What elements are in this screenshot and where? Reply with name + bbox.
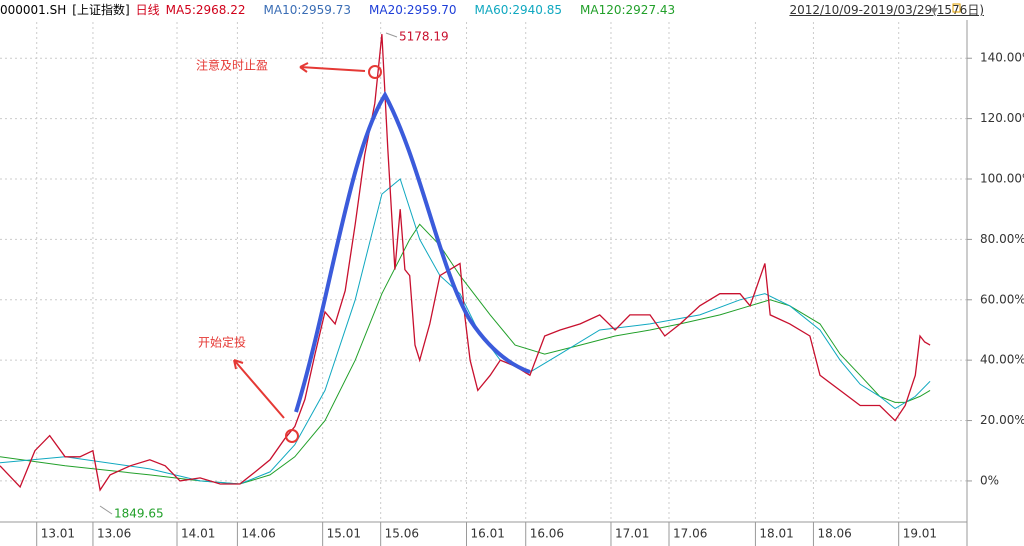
arrow <box>233 359 285 419</box>
x-axis-band <box>0 522 1024 546</box>
ma-label: MA5:2968.22 <box>165 3 246 17</box>
marker-circle <box>285 429 299 443</box>
y-tick-label: 60.00% <box>980 292 1024 306</box>
y-tick-label: 20.00% <box>980 413 1024 427</box>
ma-label: MA60:2940.85 <box>474 3 563 17</box>
x-tick-label: 18.01 <box>759 527 793 541</box>
series-line <box>0 178 931 485</box>
period[interactable]: 日线 <box>135 3 160 17</box>
y-tick-label: 140.00% <box>980 51 1024 65</box>
x-tick-label: 15.01 <box>327 527 361 541</box>
code: 000001.SH <box>0 3 67 17</box>
grid <box>0 22 967 522</box>
index-name: [上证指数] <box>72 3 130 17</box>
x-tick-label: 19.01 <box>903 527 937 541</box>
x-tick-label: 16.01 <box>471 527 505 541</box>
x-tick-label: 13.06 <box>97 527 131 541</box>
y-tick-label: 80.00% <box>980 232 1024 246</box>
annotation: 注意及时止盈 <box>196 58 268 73</box>
dropdown-icon[interactable] <box>930 8 938 14</box>
header: 000001.SH [上证指数] 日线 MA5:2968.22 MA10:2959.73… <box>0 0 1024 20</box>
x-tick-label: 17.01 <box>615 527 649 541</box>
trend-curve <box>294 91 531 413</box>
ma-label: MA120:2927.43 <box>580 3 676 17</box>
x-tick-label: 17.06 <box>673 527 707 541</box>
marker-circle <box>368 65 382 79</box>
date-range[interactable]: 2012/10/09-2019/03/29(1576日) <box>789 3 984 17</box>
x-tick-label: 13.01 <box>41 527 75 541</box>
x-tick-label: 14.01 <box>181 527 215 541</box>
arrow <box>299 62 366 73</box>
leader <box>385 32 398 38</box>
low-label: 1849.65 <box>114 507 164 521</box>
x-tick-label: 14.06 <box>241 527 275 541</box>
series-line <box>0 34 931 492</box>
y-tick-label: 40.00% <box>980 353 1024 367</box>
y-tick-label: 0% <box>980 473 999 487</box>
leader <box>99 505 113 515</box>
series-line <box>0 223 931 485</box>
x-tick-label: 15.06 <box>385 527 419 541</box>
ma-label: MA10:2959.73 <box>263 3 352 17</box>
high-label: 5178.19 <box>399 30 449 44</box>
x-tick-label: 18.06 <box>817 527 851 541</box>
ma-labels: MA5:2968.22 MA10:2959.73 MA20:2959.70 MA60:… <box>166 3 694 17</box>
lock-icon[interactable] <box>952 3 961 13</box>
y-tick-label: 100.00% <box>980 172 1024 186</box>
ma-label: MA20:2959.70 <box>369 3 457 17</box>
y-tick-label: 120.00% <box>980 111 1024 125</box>
annotation: 开始定投 <box>198 335 246 350</box>
x-tick-label: 16.06 <box>530 527 564 541</box>
